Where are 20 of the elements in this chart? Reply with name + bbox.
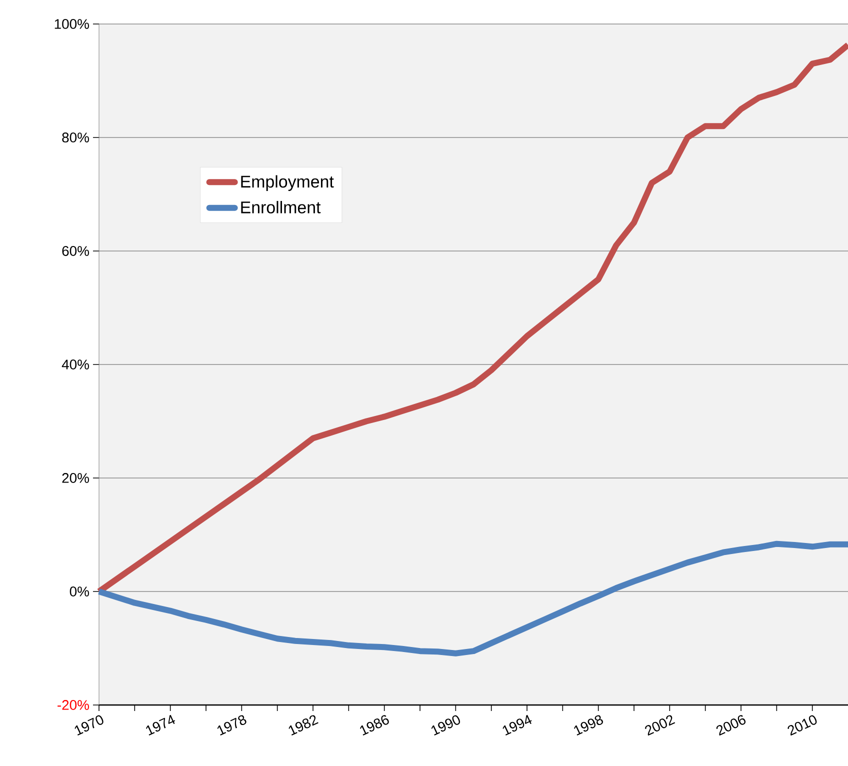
x-tick-label: 2010 [788,715,817,736]
x-tick-label: 1982 [288,715,318,736]
x-tick-label: 1994 [502,714,532,736]
x-tick-label: 1990 [431,715,460,736]
x-tick-label: 1998 [574,715,604,736]
y-tick-label: 0% [70,586,89,596]
y-tick-label: 20% [62,473,89,483]
y-tick-label: -20% [58,700,89,710]
legend-label: Employment [241,175,334,191]
x-tick-label: 2002 [645,715,676,736]
y-tick-label: 100% [54,19,89,29]
y-tick-label: 80% [62,132,89,142]
x-tick-label: 1974 [146,714,176,736]
legend-label: Enrollment [241,200,321,214]
y-tick-label: 40% [62,360,89,370]
x-tick-label: 1978 [217,715,246,736]
x-tick-label: 2006 [716,715,746,736]
x-tick-label: 1970 [74,715,104,736]
y-tick-label: 60% [62,246,89,256]
x-tick-label: 1986 [360,715,389,736]
